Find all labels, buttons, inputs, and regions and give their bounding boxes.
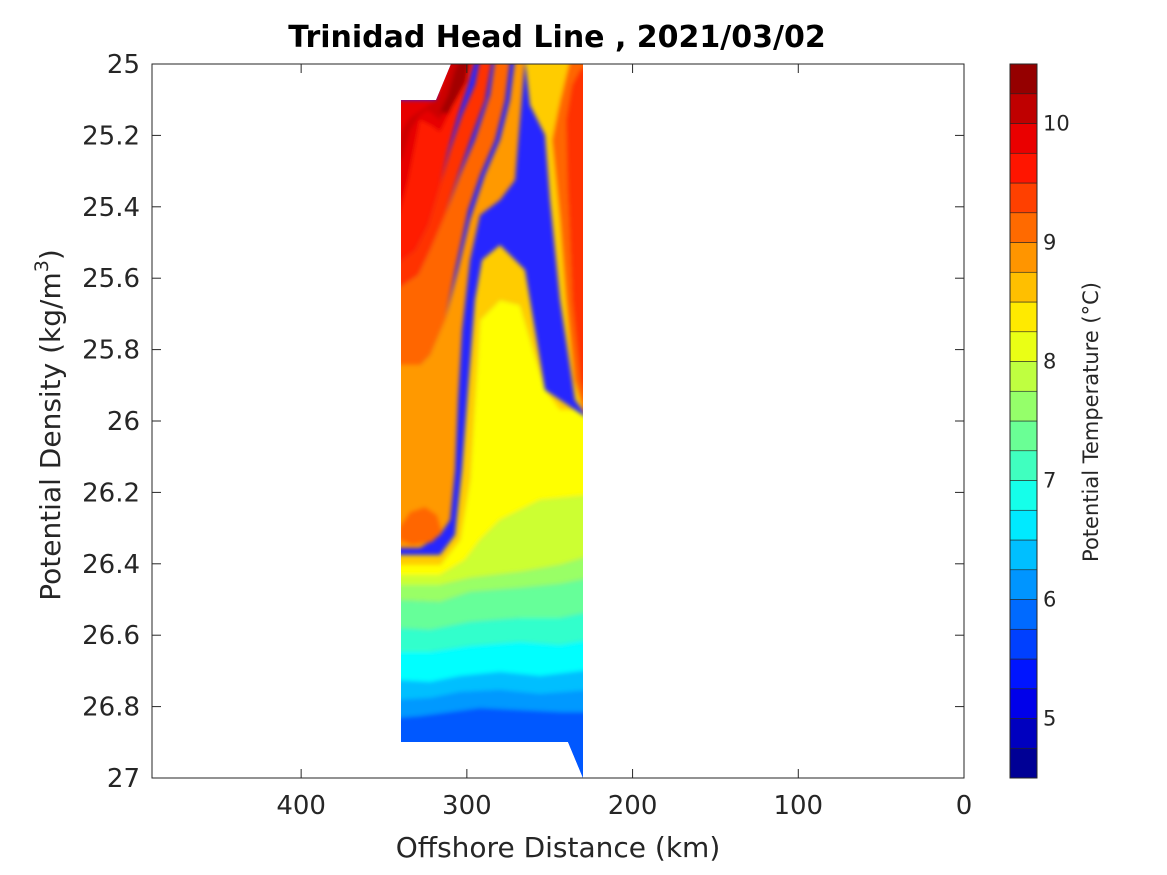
colorbar-segment: [1009, 569, 1038, 600]
contour-band: [401, 556, 583, 602]
colorbar-segment: [1009, 628, 1038, 660]
colorbar-segment: [1009, 390, 1038, 422]
contour-band: [401, 612, 583, 652]
y-tick-label: 25.6: [82, 264, 140, 294]
colorbar-segment: [1009, 331, 1038, 362]
contour-band: [401, 690, 583, 718]
colorbar-tick-label: 6: [1043, 588, 1056, 612]
colorbar-tick-label: 7: [1043, 469, 1056, 493]
colorbar-segment: [1009, 420, 1038, 452]
colorbar-segment: [1009, 242, 1038, 273]
colorbar-segment: [1009, 63, 1038, 95]
contour-band: [401, 64, 492, 290]
chart-title: Trinidad Head Line , 2021/03/02: [288, 20, 825, 55]
contour-band: [401, 64, 458, 160]
contour-band: [401, 578, 583, 630]
colorbar-segment: [1009, 93, 1038, 124]
colorbar-segment: [1009, 152, 1038, 184]
y-axis: 25 25.2 25.4 25.6 25.8 26 26.2 26.4 26.6 26.8 27: [82, 50, 964, 794]
colorbar-segment: [1009, 450, 1038, 481]
contour-bands: [401, 64, 583, 778]
colorbar-segment: [1009, 123, 1038, 154]
y-tick-label: 26.6: [82, 621, 140, 651]
colorbar-label: Potential Temperature (°C): [1079, 282, 1103, 562]
contour-band: [401, 64, 510, 365]
y-axis-label: Potential Density (kg/m3): [31, 249, 67, 601]
colorbar-tick-label: 8: [1043, 350, 1056, 374]
colorbar-segment: [1009, 509, 1038, 541]
x-tick-label: 0: [956, 791, 973, 821]
y-tick-label: 26.2: [82, 478, 140, 508]
y-tick-label: 26.4: [82, 550, 140, 580]
colorbar-segment: [1009, 658, 1038, 690]
colorbar: 5 6 7 8 9 10: [1009, 63, 1070, 779]
y-axis-label-close: ): [34, 249, 67, 260]
colorbar-segment: [1009, 361, 1038, 392]
y-axis-label-superscript: 3: [31, 260, 53, 272]
y-tick-label: 25.4: [82, 193, 140, 223]
y-tick-label: 25.2: [82, 121, 140, 151]
colorbar-segment: [1009, 599, 1038, 630]
contour-band: [401, 507, 442, 545]
contour-band: [552, 64, 583, 415]
contour-band: [401, 670, 583, 700]
colorbar-segment: [1009, 271, 1038, 303]
colorbar-segment: [1009, 747, 1038, 779]
contour-band: [440, 64, 470, 114]
colorbar-segment: [1009, 688, 1038, 719]
contour-field: [401, 64, 583, 778]
y-tick-label: 27: [107, 764, 140, 794]
colorbar-segment: [1009, 182, 1038, 214]
contour-band: [560, 64, 583, 410]
colorbar-frame: [1009, 63, 1038, 779]
x-tick-label: 100: [773, 791, 823, 821]
contour-band: [401, 640, 583, 682]
y-tick-label: 26.8: [82, 693, 140, 723]
colorbar-tick-label: 10: [1043, 112, 1070, 136]
x-tick-label: 300: [442, 791, 492, 821]
x-tick-label: 400: [276, 791, 326, 821]
colorbar-tick-label: 9: [1043, 231, 1056, 255]
contour-band: [401, 300, 583, 575]
y-tick-label: 25: [107, 50, 140, 80]
colorbar-segment: [1009, 301, 1038, 333]
x-axis: 400 300 200 100 0: [276, 64, 972, 821]
contour-band: [401, 495, 583, 585]
x-axis-label: Offshore Distance (km): [396, 831, 721, 864]
colorbar-tick-label: 5: [1043, 707, 1056, 731]
y-tick-label: 25.8: [82, 336, 140, 366]
colorbar-segment: [1009, 212, 1038, 243]
colorbar-segment: [1009, 480, 1038, 511]
y-axis-label-main: Potential Density (kg/m: [34, 272, 67, 601]
contour-band: [401, 64, 525, 548]
colorbar-segment: [1009, 718, 1038, 749]
y-tick-label: 26: [107, 407, 140, 437]
x-tick-label: 200: [608, 791, 658, 821]
colorbar-segment: [1009, 539, 1038, 571]
